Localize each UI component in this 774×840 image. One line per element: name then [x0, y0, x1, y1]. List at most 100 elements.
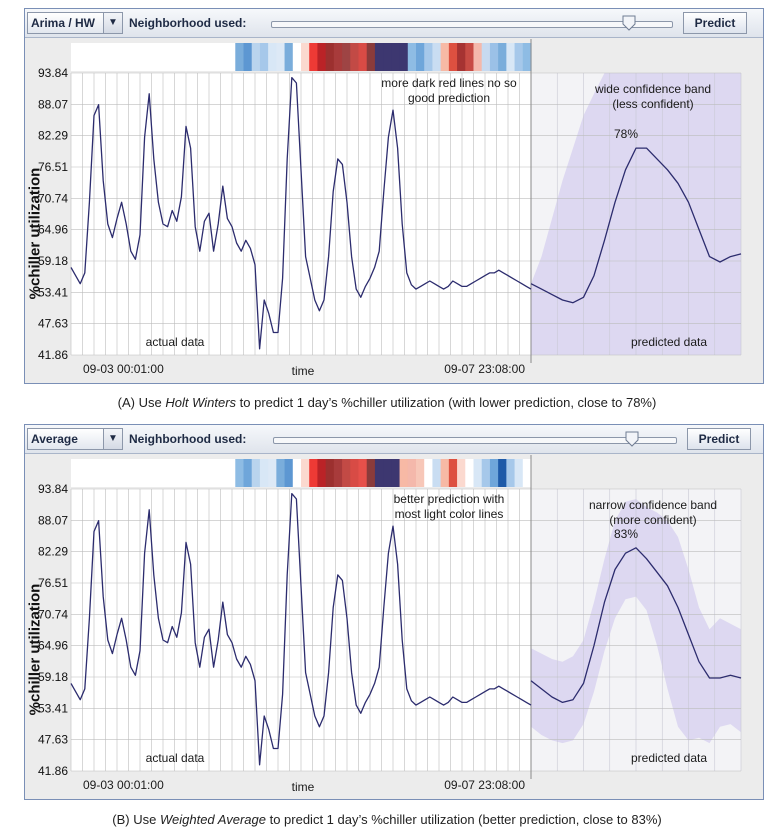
strip-cell[interactable] — [227, 43, 236, 71]
strip-cell[interactable] — [522, 459, 532, 487]
strip-cell[interactable] — [358, 43, 368, 71]
strip-cell[interactable] — [218, 459, 228, 487]
strip-cell[interactable] — [194, 459, 204, 487]
strip-cell[interactable] — [268, 43, 277, 71]
strip-cell[interactable] — [136, 43, 146, 71]
strip-cell[interactable] — [218, 43, 228, 71]
strip-cell[interactable] — [473, 459, 483, 487]
chevron-down-icon[interactable]: ▼ — [103, 13, 122, 33]
strip-cell[interactable] — [301, 459, 310, 487]
strip-cell[interactable] — [292, 459, 302, 487]
strip-cell[interactable] — [251, 43, 261, 71]
strip-cell[interactable] — [235, 43, 245, 71]
strip-cell[interactable] — [153, 43, 162, 71]
strip-cell[interactable] — [87, 459, 97, 487]
strip-cell[interactable] — [333, 43, 343, 71]
slider-thumb[interactable] — [622, 15, 636, 31]
strip-cell[interactable] — [227, 459, 236, 487]
strip-cell[interactable] — [259, 459, 269, 487]
strip-cell[interactable] — [325, 43, 335, 71]
strip-cell[interactable] — [506, 43, 516, 71]
strip-cell[interactable] — [259, 43, 269, 71]
strip-cell[interactable] — [366, 43, 376, 71]
strip-cell[interactable] — [103, 43, 113, 71]
strip-cell[interactable] — [325, 459, 335, 487]
strip-cell[interactable] — [383, 43, 392, 71]
strip-cell[interactable] — [465, 459, 475, 487]
strip-cell[interactable] — [473, 43, 483, 71]
strip-cell[interactable] — [489, 43, 499, 71]
strip-cell[interactable] — [120, 43, 130, 71]
strip-cell[interactable] — [481, 43, 491, 71]
strip-cell[interactable] — [87, 43, 97, 71]
neighborhood-slider[interactable] — [273, 437, 677, 444]
predict-button[interactable]: Predict — [687, 428, 751, 450]
strip-cell[interactable] — [383, 459, 392, 487]
strip-cell[interactable] — [128, 43, 138, 71]
strip-cell[interactable] — [268, 459, 277, 487]
strip-cell[interactable] — [120, 459, 130, 487]
strip-cell[interactable] — [79, 459, 89, 487]
strip-cell[interactable] — [210, 459, 220, 487]
strip-cell[interactable] — [128, 459, 138, 487]
strip-cell[interactable] — [391, 459, 401, 487]
strip-cell[interactable] — [522, 43, 532, 71]
strip-cell[interactable] — [424, 459, 434, 487]
strip-cell[interactable] — [136, 459, 146, 487]
strip-cell[interactable] — [514, 459, 524, 487]
strip-cell[interactable] — [342, 459, 351, 487]
strip-cell[interactable] — [112, 459, 121, 487]
strip-cell[interactable] — [284, 459, 294, 487]
strip-cell[interactable] — [432, 43, 442, 71]
strip-cell[interactable] — [153, 459, 162, 487]
strip-cell[interactable] — [95, 459, 105, 487]
method-select[interactable]: Average ▼ — [27, 428, 123, 450]
strip-cell[interactable] — [514, 43, 524, 71]
strip-cell[interactable] — [186, 43, 195, 71]
strip-cell[interactable] — [391, 43, 401, 71]
strip-cell[interactable] — [292, 43, 302, 71]
strip-cell[interactable] — [416, 459, 425, 487]
strip-cell[interactable] — [71, 43, 80, 71]
strip-cell[interactable] — [465, 43, 475, 71]
strip-cell[interactable] — [489, 459, 499, 487]
strip-cell[interactable] — [243, 43, 253, 71]
strip-cell[interactable] — [210, 43, 220, 71]
strip-cell[interactable] — [161, 459, 171, 487]
strip-cell[interactable] — [374, 43, 384, 71]
strip-cell[interactable] — [186, 459, 195, 487]
strip-cell[interactable] — [448, 459, 458, 487]
strip-cell[interactable] — [498, 43, 507, 71]
strip-cell[interactable] — [202, 43, 212, 71]
strip-cell[interactable] — [144, 43, 154, 71]
strip-cell[interactable] — [177, 43, 187, 71]
strip-cell[interactable] — [169, 43, 179, 71]
strip-cell[interactable] — [506, 459, 516, 487]
strip-cell[interactable] — [407, 43, 417, 71]
strip-cell[interactable] — [424, 43, 434, 71]
strip-cell[interactable] — [448, 43, 458, 71]
strip-cell[interactable] — [194, 43, 204, 71]
strip-cell[interactable] — [103, 459, 113, 487]
strip-cell[interactable] — [71, 459, 80, 487]
strip-cell[interactable] — [317, 43, 327, 71]
strip-cell[interactable] — [251, 459, 261, 487]
strip-cell[interactable] — [399, 459, 409, 487]
strip-cell[interactable] — [399, 43, 409, 71]
strip-cell[interactable] — [301, 43, 310, 71]
strip-cell[interactable] — [95, 43, 105, 71]
strip-cell[interactable] — [440, 43, 450, 71]
strip-cell[interactable] — [432, 459, 442, 487]
strip-cell[interactable] — [358, 459, 368, 487]
strip-cell[interactable] — [350, 459, 360, 487]
strip-cell[interactable] — [276, 459, 286, 487]
strip-cell[interactable] — [79, 43, 89, 71]
strip-cell[interactable] — [177, 459, 187, 487]
strip-cell[interactable] — [416, 43, 425, 71]
strip-cell[interactable] — [498, 459, 507, 487]
strip-cell[interactable] — [366, 459, 376, 487]
strip-cell[interactable] — [276, 43, 286, 71]
strip-cell[interactable] — [481, 459, 491, 487]
strip-cell[interactable] — [457, 43, 466, 71]
strip-cell[interactable] — [169, 459, 179, 487]
